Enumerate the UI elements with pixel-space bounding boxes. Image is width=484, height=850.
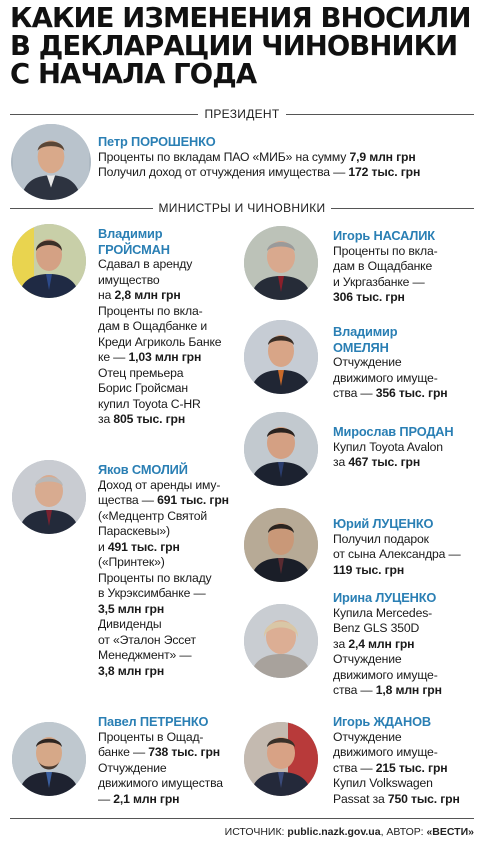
declaration-line: — 2,1 млн грн [98, 791, 180, 806]
portrait-groysman-photo [12, 224, 86, 298]
portrait-zhdanov-photo [244, 722, 318, 796]
title-line-1: КАКИЕ ИЗМЕНЕНИЯ ВНОСИЛИ [10, 2, 472, 34]
person-omelyan: Владимир ОМЕЛЯН Отчуждение движимого иму… [333, 324, 448, 402]
portrait-smoliy-photo [12, 460, 86, 534]
portrait-yuriy-lutsenko-photo [244, 508, 318, 582]
person-last-name: ГРОЙСМАН [98, 241, 170, 257]
declaration-line: Отчуждение [98, 760, 167, 775]
declaration-line: от «Эталон Эссет [98, 632, 196, 647]
declaration-line: и Укргазбанке — [333, 274, 425, 289]
person-prodan: Мирослав ПРОДАН Купил Toyota Avalon за 4… [333, 424, 454, 471]
person-poroshenko: Петр ПОРОШЕНКО Проценты по вкладам ПАО «… [98, 134, 420, 181]
declaration-line: ства — 1,8 млн грн [333, 683, 442, 697]
declaration-line: и 491 тыс. грн [98, 539, 180, 554]
declaration-line: («Медцентр Святой [98, 508, 208, 523]
declaration-line: Проценты по вкладу [98, 570, 212, 585]
declaration-line: Сдавал в аренду [98, 257, 193, 271]
section-label-ministers: МИНИСТРЫ И ЧИНОВНИКИ [152, 201, 332, 215]
declaration-line: Проценты в Ощад- [98, 729, 204, 744]
declaration-line: на 2,8 млн грн [98, 288, 181, 302]
declaration-line: 119 тыс. грн [333, 562, 405, 577]
person-yuriy-lutsenko: Юрий ЛУЦЕНКО Получил подарок от сына Але… [333, 516, 461, 578]
source-value: public.nazk.gov.ua [287, 826, 381, 838]
declaration-line: Проценты по вкла- [98, 303, 203, 318]
declaration-line: Купил Toyota Avalon [333, 439, 443, 454]
declaration-line: в Укрэксимбанке — [98, 586, 206, 600]
portrait-nasalik-photo [244, 226, 318, 300]
person-first-name: Владимир [98, 226, 163, 241]
person-iryna-lutsenko: Ирина ЛУЦЕНКО Купила Mercedes- Benz GLS … [333, 590, 442, 699]
person-petrenko: Павел ПЕТРЕНКО Проценты в Ощад- банке — … [98, 714, 223, 807]
person-name: Юрий ЛУЦЕНКО [333, 516, 434, 531]
author-label: , АВТОР: [380, 826, 424, 838]
declaration-line: движимого имуще- [333, 667, 438, 682]
person-name: Петр ПОРОШЕНКО [98, 134, 216, 149]
declaration-line: Борис Гройсман [98, 381, 189, 395]
portrait-iryna-lutsenko-photo [244, 604, 318, 678]
person-nasalik: Игорь НАСАЛИК Проценты по вкла- дам в Ощ… [333, 228, 438, 306]
person-zhdanov: Игорь ЖДАНОВ Отчуждение движимого имуще-… [333, 714, 460, 807]
person-name: Игорь НАСАЛИК [333, 228, 435, 243]
person-groysman: Владимир ГРОЙСМАН Сдавал в аренду имущес… [98, 226, 222, 428]
declaration-line: Получил доход от отчуждения имущества — … [98, 165, 421, 179]
person-first-name: Владимир [333, 324, 398, 339]
declaration-line: за 2,4 млн грн [333, 636, 415, 651]
declaration-line: 306 тыс. грн [333, 290, 405, 304]
declaration-line: за 805 тыс. грн [98, 412, 186, 426]
declaration-line: Купил Volkswagen [333, 776, 433, 790]
source-footer: ИСТОЧНИК: public.nazk.gov.ua, АВТОР: «ВЕ… [10, 818, 474, 839]
declaration-line: Менеджмент» — [98, 648, 192, 662]
declaration-line: 3,8 млн грн [98, 663, 165, 678]
declaration-line: Купила Mercedes- [333, 605, 433, 620]
declaration-line: банке — 738 тыс. грн [98, 745, 220, 759]
declaration-line: Benz GLS 350D [333, 621, 420, 635]
declaration-line: дам в Ощадбанке [333, 259, 433, 273]
declaration-line: Параскевы») [98, 524, 170, 538]
declaration-line: Доход от аренды иму- [98, 477, 221, 492]
portrait-poroshenko-photo [11, 124, 91, 200]
page-title: КАКИЕ ИЗМЕНЕНИЯ ВНОСИЛИ В ДЕКЛАРАЦИИ ЧИН… [10, 4, 480, 88]
declaration-line: движимого имуще- [333, 370, 438, 385]
declaration-line: имущество [98, 272, 160, 287]
declaration-line: Проценты по вкладам ПАО «МИБ» на сумму 7… [98, 149, 416, 164]
declaration-line: ства — 215 тыс. грн [333, 760, 448, 775]
declaration-line: («Принтек») [98, 555, 165, 569]
declaration-line: Отец премьера [98, 365, 184, 380]
declaration-line: Отчуждение [333, 729, 402, 744]
author-value: «ВЕСТИ» [426, 826, 474, 838]
title-line-2: В ДЕКЛАРАЦИИ ЧИНОВНИКИ [10, 30, 458, 62]
declaration-line: Passat за 750 тыс. грн [333, 791, 460, 806]
title-line-3: С НАЧАЛА ГОДА [10, 58, 257, 90]
section-header-ministers: МИНИСТРЫ И ЧИНОВНИКИ [10, 201, 474, 215]
section-header-president: ПРЕЗИДЕНТ [10, 107, 474, 121]
declaration-line: Получил подарок [333, 531, 429, 546]
portrait-prodan-photo [244, 412, 318, 486]
declaration-line: щества — 691 тыс. грн [98, 493, 229, 507]
declaration-line: 3,5 млн грн [98, 601, 165, 616]
declaration-line: купил Toyota C-HR [98, 396, 201, 411]
declaration-line: за 467 тыс. грн [333, 455, 421, 469]
person-name: Ирина ЛУЦЕНКО [333, 590, 437, 605]
declaration-line: движимого имущества [98, 776, 223, 790]
declaration-line: ства — 356 тыс. грн [333, 386, 448, 400]
declaration-line: Проценты по вкла- [333, 243, 438, 258]
portrait-omelyan-photo [244, 320, 318, 394]
declaration-line: Отчуждение [333, 355, 402, 369]
person-name: Яков СМОЛИЙ [98, 462, 188, 477]
declaration-line: Отчуждение [333, 652, 402, 666]
declaration-line: Дивиденды [98, 617, 162, 631]
person-name: Павел ПЕТРЕНКО [98, 714, 209, 729]
declaration-line: дам в Ощадбанке и [98, 319, 208, 333]
portrait-petrenko-photo [12, 722, 86, 796]
person-name: Мирослав ПРОДАН [333, 424, 454, 439]
source-label: ИСТОЧНИК: [224, 826, 285, 838]
person-smoliy: Яков СМОЛИЙ Доход от аренды иму- щества … [98, 462, 229, 679]
declaration-line: движимого имуще- [333, 745, 438, 759]
section-label-president: ПРЕЗИДЕНТ [198, 107, 286, 121]
person-last-name: ОМЕЛЯН [333, 339, 389, 355]
declaration-line: Креди Агриколь Банке [98, 334, 222, 349]
person-name: Игорь ЖДАНОВ [333, 714, 431, 729]
declaration-line: от сына Александра — [333, 547, 461, 561]
declaration-line: ке — 1,03 млн грн [98, 350, 202, 364]
